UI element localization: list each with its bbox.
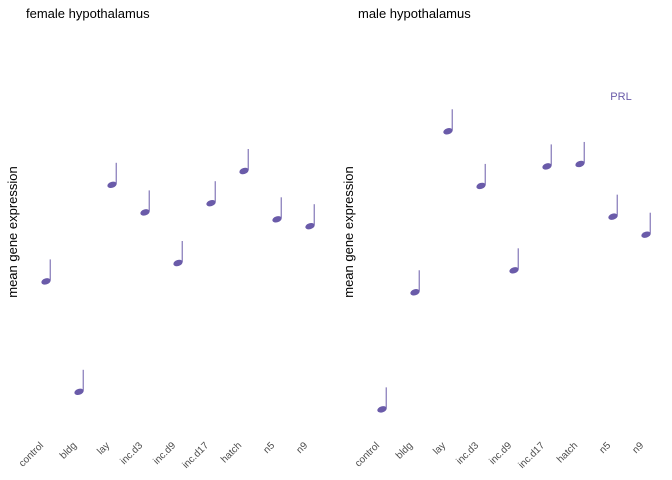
x-tick-label: inc.d17	[517, 440, 548, 471]
data-point-note-icon	[509, 248, 519, 274]
data-point-note-icon	[140, 190, 150, 216]
x-tick-label: inc.d3	[118, 440, 145, 467]
data-point-note-icon	[476, 163, 486, 190]
note-head	[641, 231, 651, 238]
x-tick-label: control	[353, 440, 382, 469]
data-point-note-icon	[272, 197, 282, 223]
x-tick-label: n9	[294, 440, 310, 456]
data-point-note-icon	[74, 369, 84, 396]
x-tick-label: inc.d17	[181, 440, 212, 471]
data-point-note-icon	[239, 149, 249, 175]
note-head	[509, 267, 519, 274]
x-tick-label: inc.d3	[454, 440, 481, 467]
note-head	[305, 222, 315, 230]
data-point-note-icon	[305, 204, 315, 230]
note-head	[476, 182, 486, 190]
x-tick-label: inc.d9	[151, 440, 178, 467]
panel-female: female hypothalamus mean gene expression c…	[5, 6, 315, 471]
data-point-note-icon	[410, 270, 420, 296]
x-tick-label: hatch	[555, 440, 580, 465]
x-tick-label: bldg	[58, 440, 79, 461]
y-axis-label: mean gene expression	[341, 166, 356, 298]
note-head	[377, 406, 387, 413]
x-tick-label: lay	[431, 440, 448, 457]
note-head	[443, 128, 453, 135]
data-point-note-icon	[107, 162, 117, 189]
x-tick-label: n5	[261, 440, 277, 456]
x-tick-label: n5	[597, 440, 613, 456]
panel-title: male hypothalamus	[358, 6, 471, 21]
data-point-note-icon	[641, 212, 651, 238]
data-point-note-icon	[608, 194, 618, 220]
x-tick-label: inc.d9	[487, 440, 514, 467]
note-head	[140, 209, 150, 216]
note-head	[272, 216, 282, 223]
note-head	[542, 163, 552, 170]
note-head	[173, 259, 183, 267]
data-point-note-icon	[443, 109, 453, 135]
note-head	[41, 278, 51, 285]
note-head	[608, 213, 618, 220]
panel-title: female hypothalamus	[26, 6, 150, 21]
note-head	[206, 199, 216, 207]
x-tick-label: hatch	[219, 440, 244, 465]
x-tick-label: n9	[630, 440, 646, 456]
data-point-note-icon	[542, 144, 552, 170]
data-point-note-icon	[575, 141, 585, 168]
x-tick-label: bldg	[394, 440, 415, 461]
note-head	[107, 181, 117, 189]
x-tick-label: lay	[95, 440, 112, 457]
gene-annotation: PRL	[610, 91, 631, 103]
panel-male: male hypothalamus mean gene expression PRL…	[341, 6, 651, 471]
data-point-note-icon	[377, 387, 387, 413]
y-axis-label: mean gene expression	[5, 166, 20, 298]
note-head	[239, 167, 249, 175]
note-head	[410, 289, 420, 296]
note-head	[575, 160, 585, 168]
data-point-note-icon	[206, 181, 216, 207]
data-point-note-icon	[173, 241, 183, 267]
note-head	[74, 388, 84, 396]
data-point-note-icon	[41, 259, 51, 285]
x-tick-label: control	[17, 440, 46, 469]
